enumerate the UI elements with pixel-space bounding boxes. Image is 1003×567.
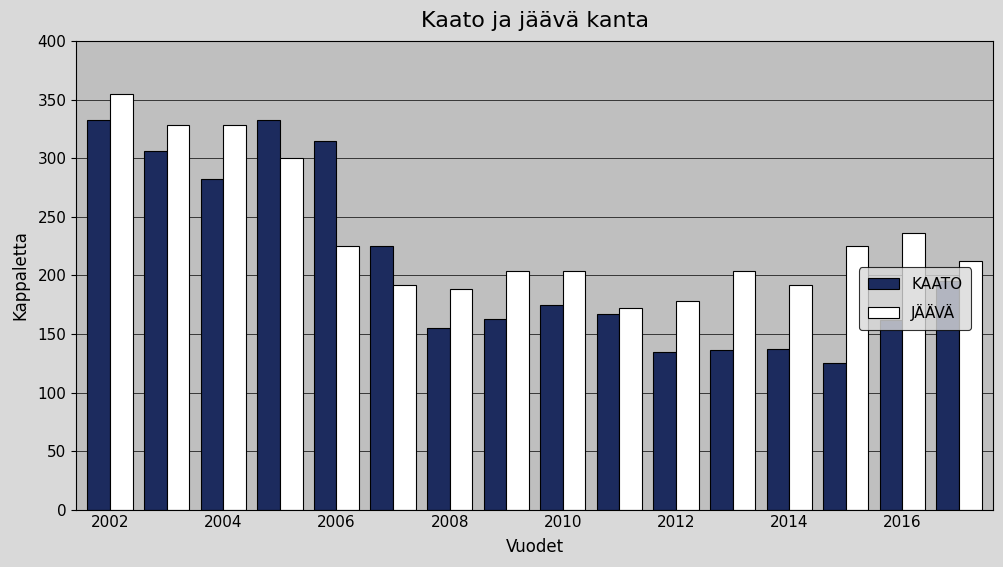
Bar xyxy=(449,289,471,510)
Bar xyxy=(166,125,190,510)
Bar xyxy=(653,352,675,510)
Bar xyxy=(596,314,619,510)
Bar xyxy=(765,349,788,510)
Bar xyxy=(540,304,563,510)
Bar xyxy=(483,319,506,510)
Bar xyxy=(257,120,280,510)
Bar xyxy=(223,125,246,510)
Bar xyxy=(370,246,392,510)
Bar xyxy=(709,350,732,510)
Bar xyxy=(201,179,223,510)
Bar xyxy=(936,281,958,510)
Y-axis label: Kappaletta: Kappaletta xyxy=(11,230,29,320)
Bar xyxy=(314,141,336,510)
Bar xyxy=(902,233,924,510)
Bar xyxy=(788,285,811,510)
Bar xyxy=(426,328,449,510)
Bar xyxy=(732,270,754,510)
Bar xyxy=(879,320,902,510)
Bar xyxy=(143,151,166,510)
Title: Kaato ja jäävä kanta: Kaato ja jäävä kanta xyxy=(420,11,648,31)
Legend: KAATO, JÄÄVÄ: KAATO, JÄÄVÄ xyxy=(859,268,971,330)
X-axis label: Vuodet: Vuodet xyxy=(505,538,563,556)
Bar xyxy=(675,301,698,510)
Bar xyxy=(506,270,529,510)
Bar xyxy=(280,158,302,510)
Bar xyxy=(619,308,641,510)
Bar xyxy=(87,120,110,510)
Bar xyxy=(822,363,845,510)
Bar xyxy=(958,261,981,510)
Bar xyxy=(110,94,132,510)
Bar xyxy=(336,246,359,510)
Bar xyxy=(563,270,585,510)
Bar xyxy=(392,285,415,510)
Bar xyxy=(845,246,868,510)
